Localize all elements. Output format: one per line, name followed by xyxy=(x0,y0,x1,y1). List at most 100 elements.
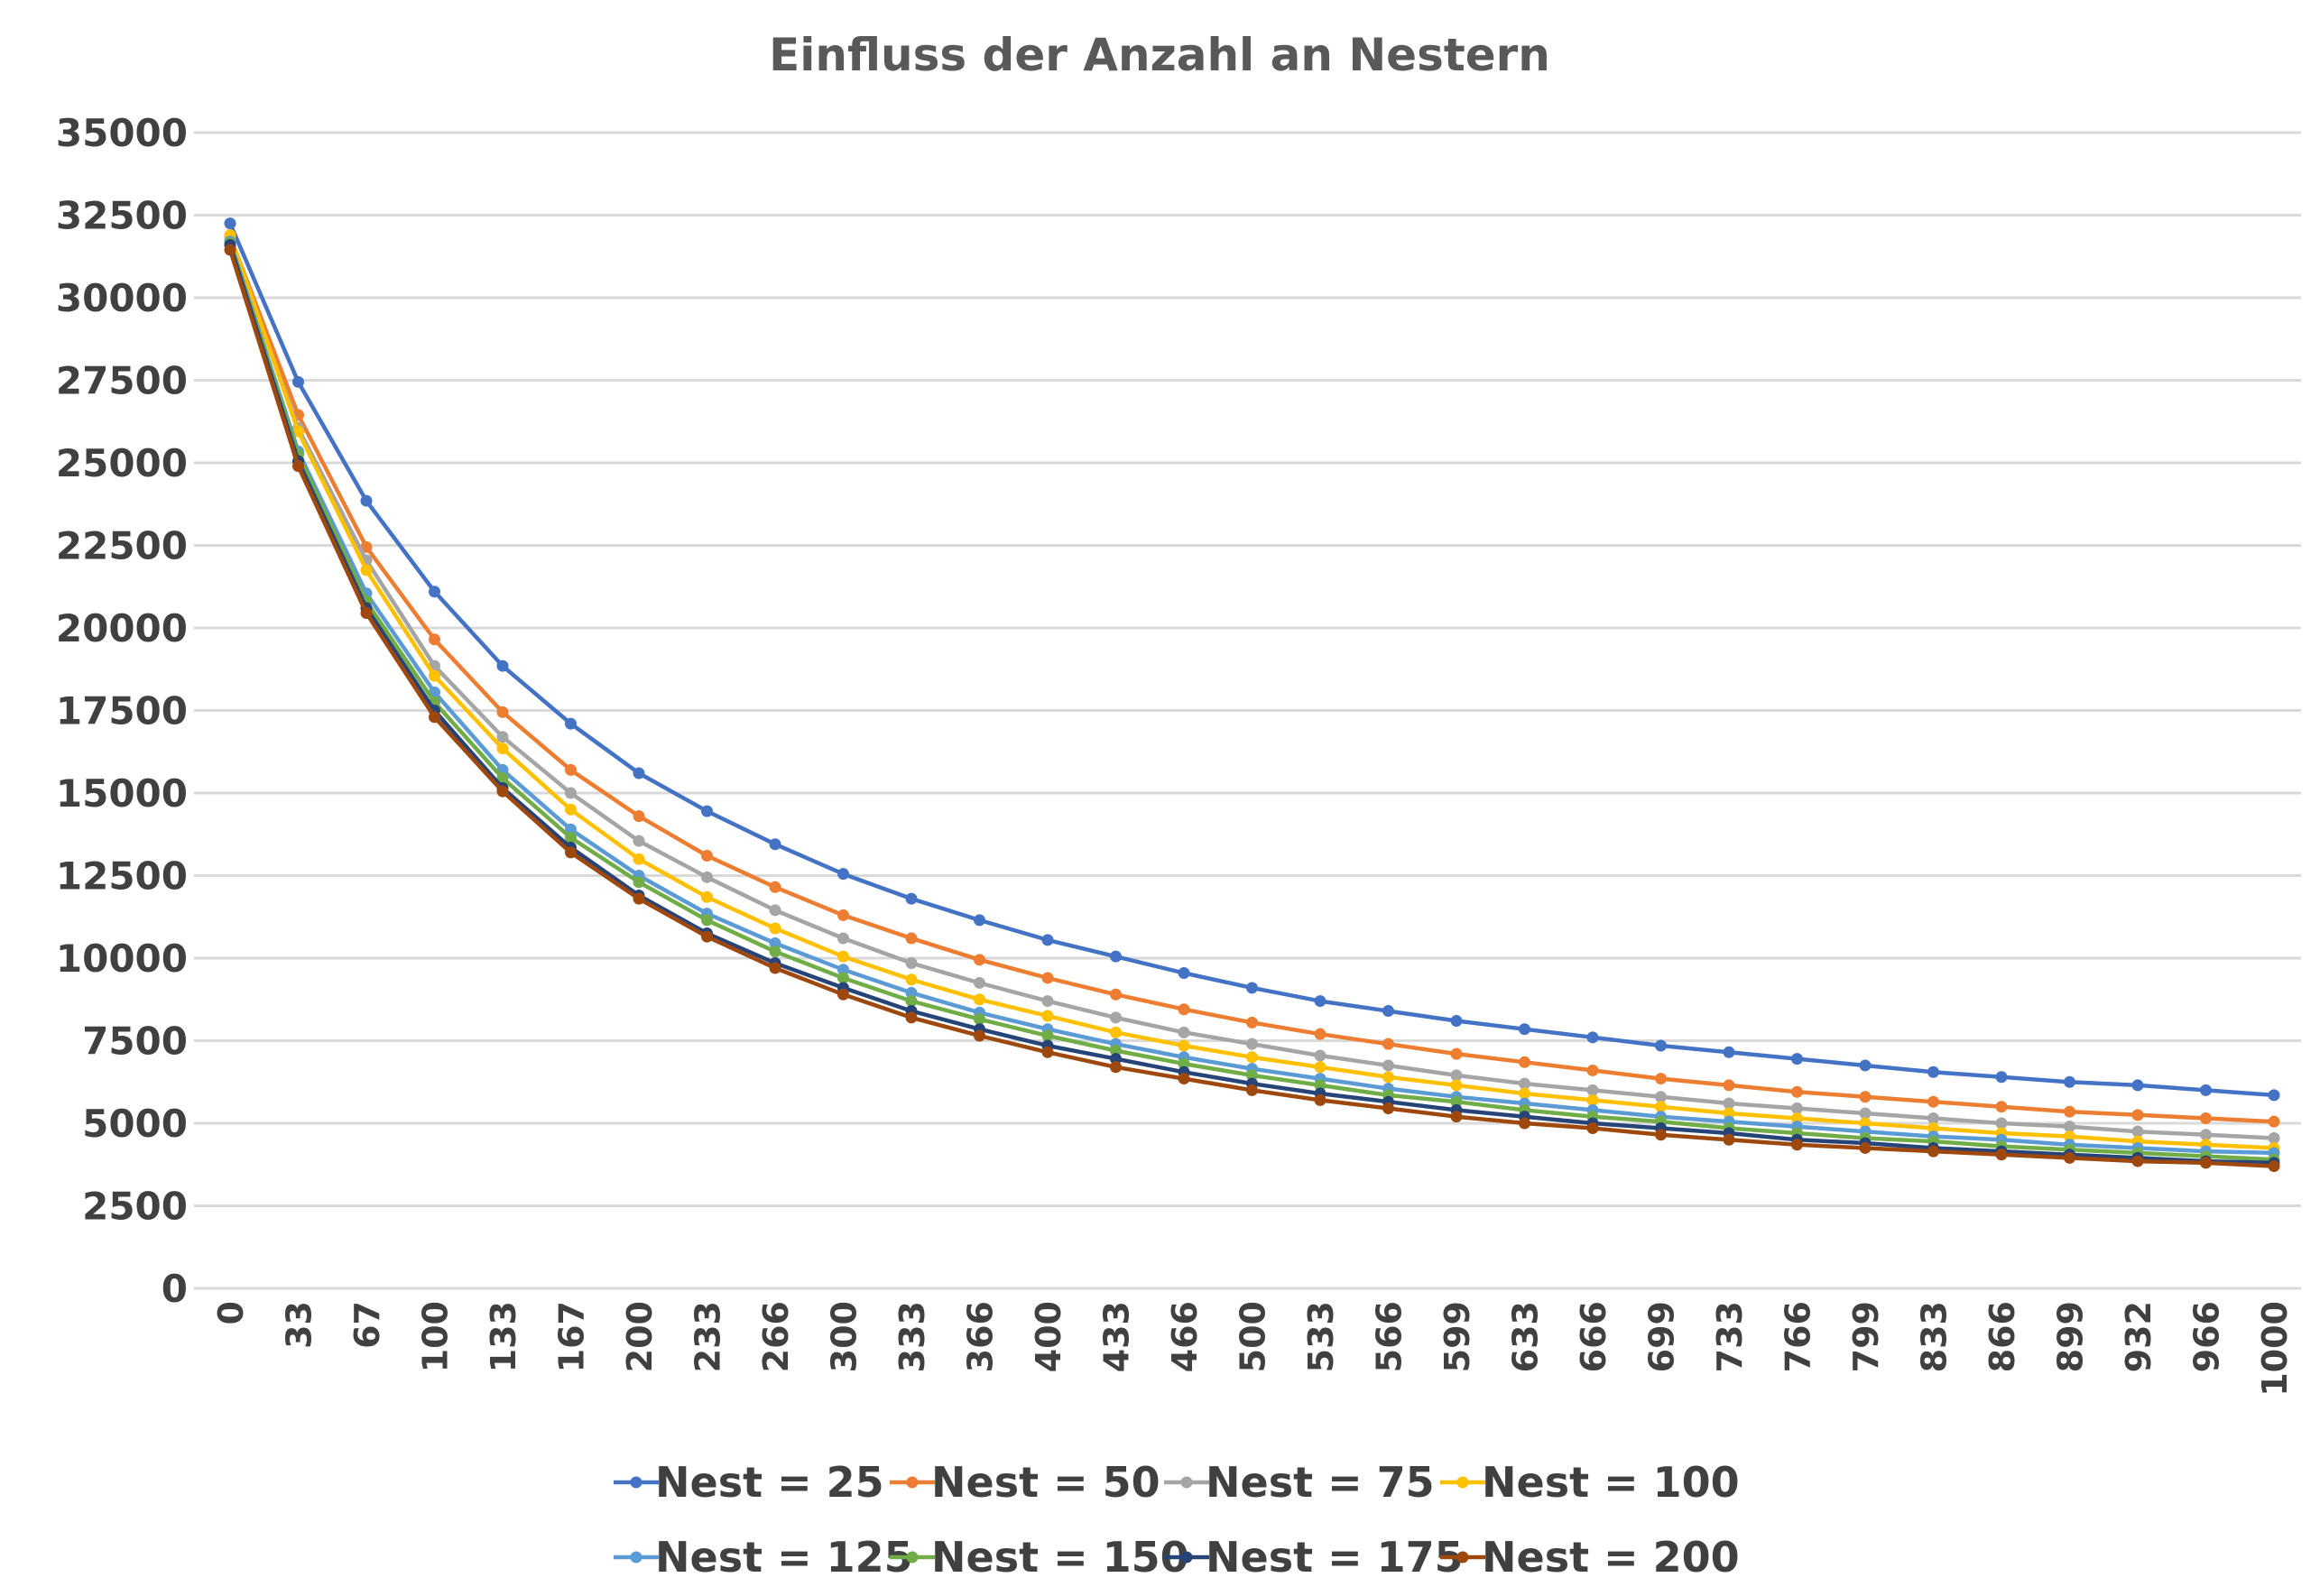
data-point xyxy=(974,914,985,927)
data-point xyxy=(1178,1026,1190,1038)
y-tick-label: 12500 xyxy=(56,854,188,899)
series-line xyxy=(227,249,2275,1168)
y-tick-label: 27500 xyxy=(56,359,188,403)
y-tick-label: 25000 xyxy=(56,441,188,485)
data-point xyxy=(1246,1051,1258,1064)
data-point xyxy=(1314,1061,1326,1074)
x-tick-label: 433 xyxy=(1097,1301,1137,1372)
data-point xyxy=(769,922,781,935)
legend-label: Nest = 175 xyxy=(1206,1533,1464,1582)
data-point xyxy=(701,890,713,903)
legend-label: Nest = 150 xyxy=(931,1533,1189,1582)
data-point xyxy=(496,731,509,743)
data-point xyxy=(1382,1038,1394,1050)
data-point xyxy=(1246,1016,1258,1029)
data-point xyxy=(2131,1125,2144,1138)
data-point xyxy=(1655,1101,1667,1113)
x-tick-label: 799 xyxy=(1846,1301,1886,1372)
data-point xyxy=(1995,1071,2008,1084)
data-point xyxy=(360,540,373,553)
data-point xyxy=(1246,1038,1258,1050)
data-point xyxy=(1041,972,1054,984)
data-point xyxy=(429,586,440,598)
y-tick-label: 20000 xyxy=(56,606,188,650)
gridlines xyxy=(194,131,2301,1290)
data-point xyxy=(974,976,985,989)
legend-swatch-marker xyxy=(1456,1476,1469,1489)
data-point xyxy=(1246,982,1258,994)
data-point xyxy=(1382,1059,1394,1072)
data-point xyxy=(1246,1069,1258,1082)
y-tick-label: 7500 xyxy=(82,1019,188,1064)
data-point xyxy=(1450,1047,1463,1060)
data-point xyxy=(429,711,440,724)
legend-label: Nest = 125 xyxy=(655,1533,913,1582)
data-point xyxy=(1519,1077,1530,1090)
data-point xyxy=(837,932,849,945)
x-tick-label: 266 xyxy=(756,1301,796,1372)
data-point xyxy=(1655,1129,1667,1141)
data-point xyxy=(429,669,440,682)
chart-title: Einfluss der Anzahl an Nestern xyxy=(769,29,1550,81)
x-tick-label: 932 xyxy=(2119,1301,2158,1372)
data-point xyxy=(1041,995,1054,1008)
data-point xyxy=(1178,1003,1190,1016)
data-point xyxy=(1927,1121,1939,1134)
data-point xyxy=(496,660,509,672)
data-point xyxy=(1041,1046,1054,1058)
series-line xyxy=(227,222,2275,1098)
data-point xyxy=(1927,1112,1939,1125)
data-point xyxy=(837,868,849,881)
x-tick-label: 466 xyxy=(1165,1301,1205,1372)
data-point xyxy=(1586,1084,1599,1096)
data-point xyxy=(1110,1061,1122,1074)
data-point xyxy=(1110,1044,1122,1056)
legend-item: Nest = 200 xyxy=(1440,1533,1740,1582)
data-point xyxy=(1041,934,1054,946)
data-point xyxy=(1791,1102,1803,1115)
data-point xyxy=(224,244,236,256)
legend-label: Nest = 200 xyxy=(1482,1533,1740,1582)
y-tick-label: 15000 xyxy=(56,771,188,816)
data-point xyxy=(1586,1093,1599,1106)
data-point xyxy=(1723,1046,1735,1058)
data-point xyxy=(1110,988,1122,1001)
data-point xyxy=(837,950,849,963)
data-point xyxy=(633,810,645,823)
data-point xyxy=(633,835,645,847)
data-point xyxy=(565,846,577,859)
data-point xyxy=(1110,1011,1122,1024)
data-point xyxy=(2131,1109,2144,1121)
legend-swatch-marker xyxy=(906,1476,919,1489)
legend-swatch-marker xyxy=(630,1551,642,1564)
data-point xyxy=(905,892,918,905)
x-tick-label: 300 xyxy=(825,1301,864,1372)
data-point xyxy=(360,494,373,507)
data-point xyxy=(1586,1064,1599,1076)
data-point xyxy=(701,871,713,883)
data-point xyxy=(905,986,918,999)
series-8 xyxy=(224,244,2280,1173)
data-point xyxy=(2064,1151,2075,1164)
data-point xyxy=(2131,1155,2144,1167)
legend-item: Nest = 175 xyxy=(1164,1533,1464,1582)
data-point xyxy=(837,988,849,1001)
legend-item: Nest = 50 xyxy=(890,1458,1160,1507)
data-point xyxy=(496,785,509,798)
x-tick-label: 33 xyxy=(280,1301,319,1349)
data-point xyxy=(1586,1121,1599,1134)
data-point xyxy=(2064,1075,2075,1088)
data-point xyxy=(1519,1056,1530,1068)
legend-swatch-marker xyxy=(630,1476,642,1489)
data-point xyxy=(837,909,849,921)
x-tick-label: 400 xyxy=(1029,1301,1068,1372)
data-point xyxy=(905,1011,918,1024)
data-point xyxy=(2200,1157,2212,1169)
x-tick-label: 167 xyxy=(552,1301,592,1372)
data-point xyxy=(1382,1102,1394,1115)
data-point xyxy=(633,767,645,780)
series-lines xyxy=(224,217,2280,1173)
x-tick-label: 200 xyxy=(620,1301,660,1372)
data-point xyxy=(2131,1079,2144,1092)
series-7 xyxy=(224,238,2280,1169)
